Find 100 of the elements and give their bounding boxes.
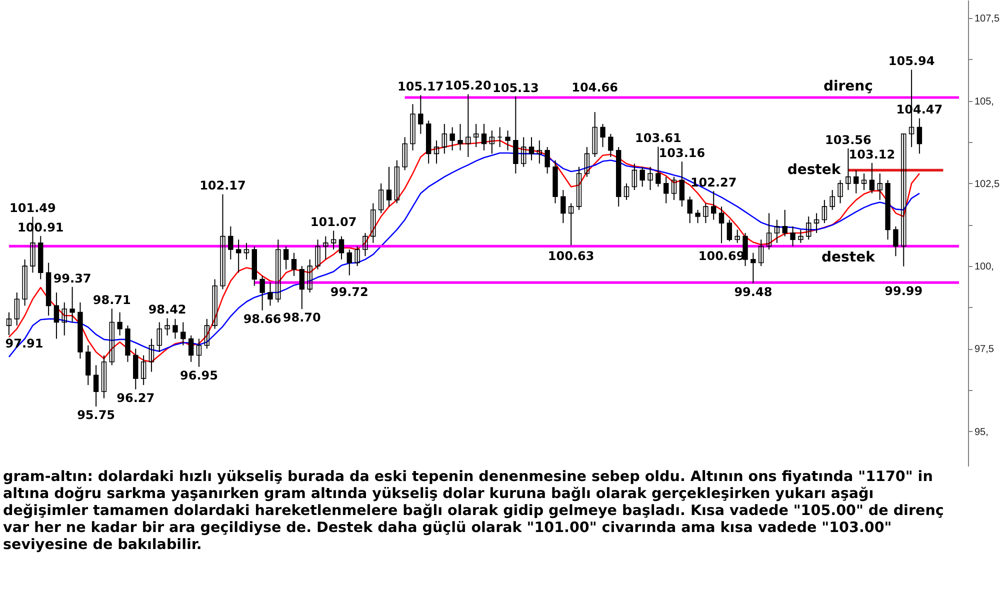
- candlestick: [830, 190, 835, 210]
- candlestick: [62, 302, 67, 336]
- candlestick: [576, 166, 582, 210]
- candlestick: [466, 94, 471, 158]
- candlestick: [354, 246, 360, 267]
- candlestick: [656, 146, 661, 188]
- annotation: 96.27: [116, 390, 155, 405]
- annotation: 96.95: [180, 368, 218, 382]
- annotation: 105.20: [445, 78, 492, 93]
- candlestick: [346, 249, 352, 276]
- candlestick: [901, 133, 906, 267]
- candlestick: [624, 182, 630, 200]
- candlestick: [766, 212, 772, 250]
- candlestick: [679, 161, 685, 208]
- candlestick: [276, 239, 281, 303]
- annotation: 103.56: [825, 132, 872, 147]
- candlestick: [536, 140, 542, 164]
- annotation: 98.42: [148, 302, 186, 317]
- candlestick: [386, 166, 392, 208]
- annotation: 99.37: [53, 271, 92, 286]
- annotation: 104.66: [572, 80, 618, 94]
- candlestick: [188, 334, 194, 362]
- annotation: 103.16: [658, 146, 706, 160]
- candlestick: [307, 258, 312, 293]
- candlestick: [458, 123, 463, 151]
- candlestick: [742, 232, 748, 267]
- candlestick: [664, 176, 669, 204]
- y-tick-label: 97,5: [974, 344, 994, 356]
- candlestick: [854, 170, 859, 194]
- annotation: 99.48: [734, 284, 772, 299]
- annotation: 98.71: [92, 293, 131, 308]
- candlestick: [338, 236, 344, 260]
- candlestick: [528, 136, 534, 161]
- candlestick: [846, 148, 851, 191]
- annotation: 105.17: [398, 80, 444, 94]
- y-tick-label: 95,: [974, 426, 988, 438]
- candlestick: [568, 202, 574, 246]
- candlestick: [101, 354, 107, 399]
- candlestick: [806, 216, 812, 240]
- candlestick: [93, 364, 99, 408]
- candlestick: [790, 226, 796, 247]
- candlestick: [117, 312, 122, 336]
- candlestick: [172, 318, 178, 340]
- candlestick: [814, 212, 820, 234]
- annotation: 99.72: [330, 284, 368, 299]
- candlestick: [703, 202, 708, 224]
- candlestick: [520, 136, 526, 168]
- candlestick: [750, 252, 756, 284]
- candlestick: [481, 123, 487, 151]
- candlestick: [291, 252, 297, 276]
- y-tick-label: 107,5: [974, 14, 1000, 25]
- candlestick: [70, 286, 75, 323]
- candlestick: [299, 266, 304, 310]
- candlestick: [798, 229, 804, 244]
- candlestick: [362, 232, 368, 257]
- candlestick: [718, 206, 724, 244]
- candlestick: [916, 118, 922, 154]
- annotation: 98.70: [282, 310, 321, 325]
- candlestick: [513, 96, 518, 174]
- candlestick: [323, 236, 328, 260]
- candlestick: [822, 199, 828, 224]
- annotation: 101.49: [10, 201, 56, 216]
- candlestick: [592, 112, 598, 158]
- candlestick: [442, 123, 448, 154]
- candlestick: [283, 246, 289, 270]
- candlestick: [489, 130, 495, 154]
- candlestick: [450, 126, 455, 151]
- candlestick: [109, 308, 114, 366]
- candlestick: [228, 226, 234, 260]
- candlestick: [544, 146, 550, 174]
- candlestick: [695, 209, 700, 224]
- series-label: direnç: [823, 78, 873, 94]
- candlestick: [378, 182, 384, 214]
- candlestick: [260, 275, 265, 311]
- y-tick-label: 100,: [974, 262, 994, 273]
- series-label: destek: [822, 249, 876, 266]
- candlestick: [133, 348, 138, 390]
- annotation: 99.99: [884, 284, 923, 298]
- candlestick: [204, 318, 210, 350]
- annotation: 102.17: [200, 178, 246, 193]
- candlestick: [774, 219, 780, 244]
- text: gram-altın: dolardaki hızlı yükseliş burada da eski tepenin denenmesine sebep oldu. Altının ons fiyatında "1170" in altına doğru sarkma yaşanırken gram altında yükseliş dolar kuruna bağlı olarak gerçekleşirken yukarı aşağı değişimler tamamen dolardaki hareketlenmelere bağlı olarak gidip gelmeye başladı. Kısa vadede "105.00" de direnç var her ne kadar bir ara geçildiyse de. Destek daha güçlü olarak "101.00" civarında ama kısa vadede "103.00" seviyesine de bakılabilir.: [3, 469, 944, 553]
- candlestick: [782, 209, 788, 237]
- candlestick: [315, 239, 320, 270]
- candlestick: [156, 322, 162, 352]
- annotation: 95.75: [77, 408, 116, 422]
- candlestick: [196, 338, 202, 368]
- candlestick: [236, 239, 242, 274]
- candlestick: [6, 312, 12, 336]
- candlestick: [410, 104, 416, 151]
- candlestick: [687, 196, 692, 224]
- candlestick: [268, 282, 273, 306]
- candlestick: [600, 123, 606, 148]
- annotation: 100.63: [548, 248, 594, 263]
- candlestick: [434, 140, 440, 164]
- candlestick: [560, 190, 566, 224]
- series-label: destek: [787, 162, 842, 178]
- candlestick: [632, 163, 638, 191]
- candlestick: [148, 338, 154, 372]
- candlestick: [734, 229, 740, 244]
